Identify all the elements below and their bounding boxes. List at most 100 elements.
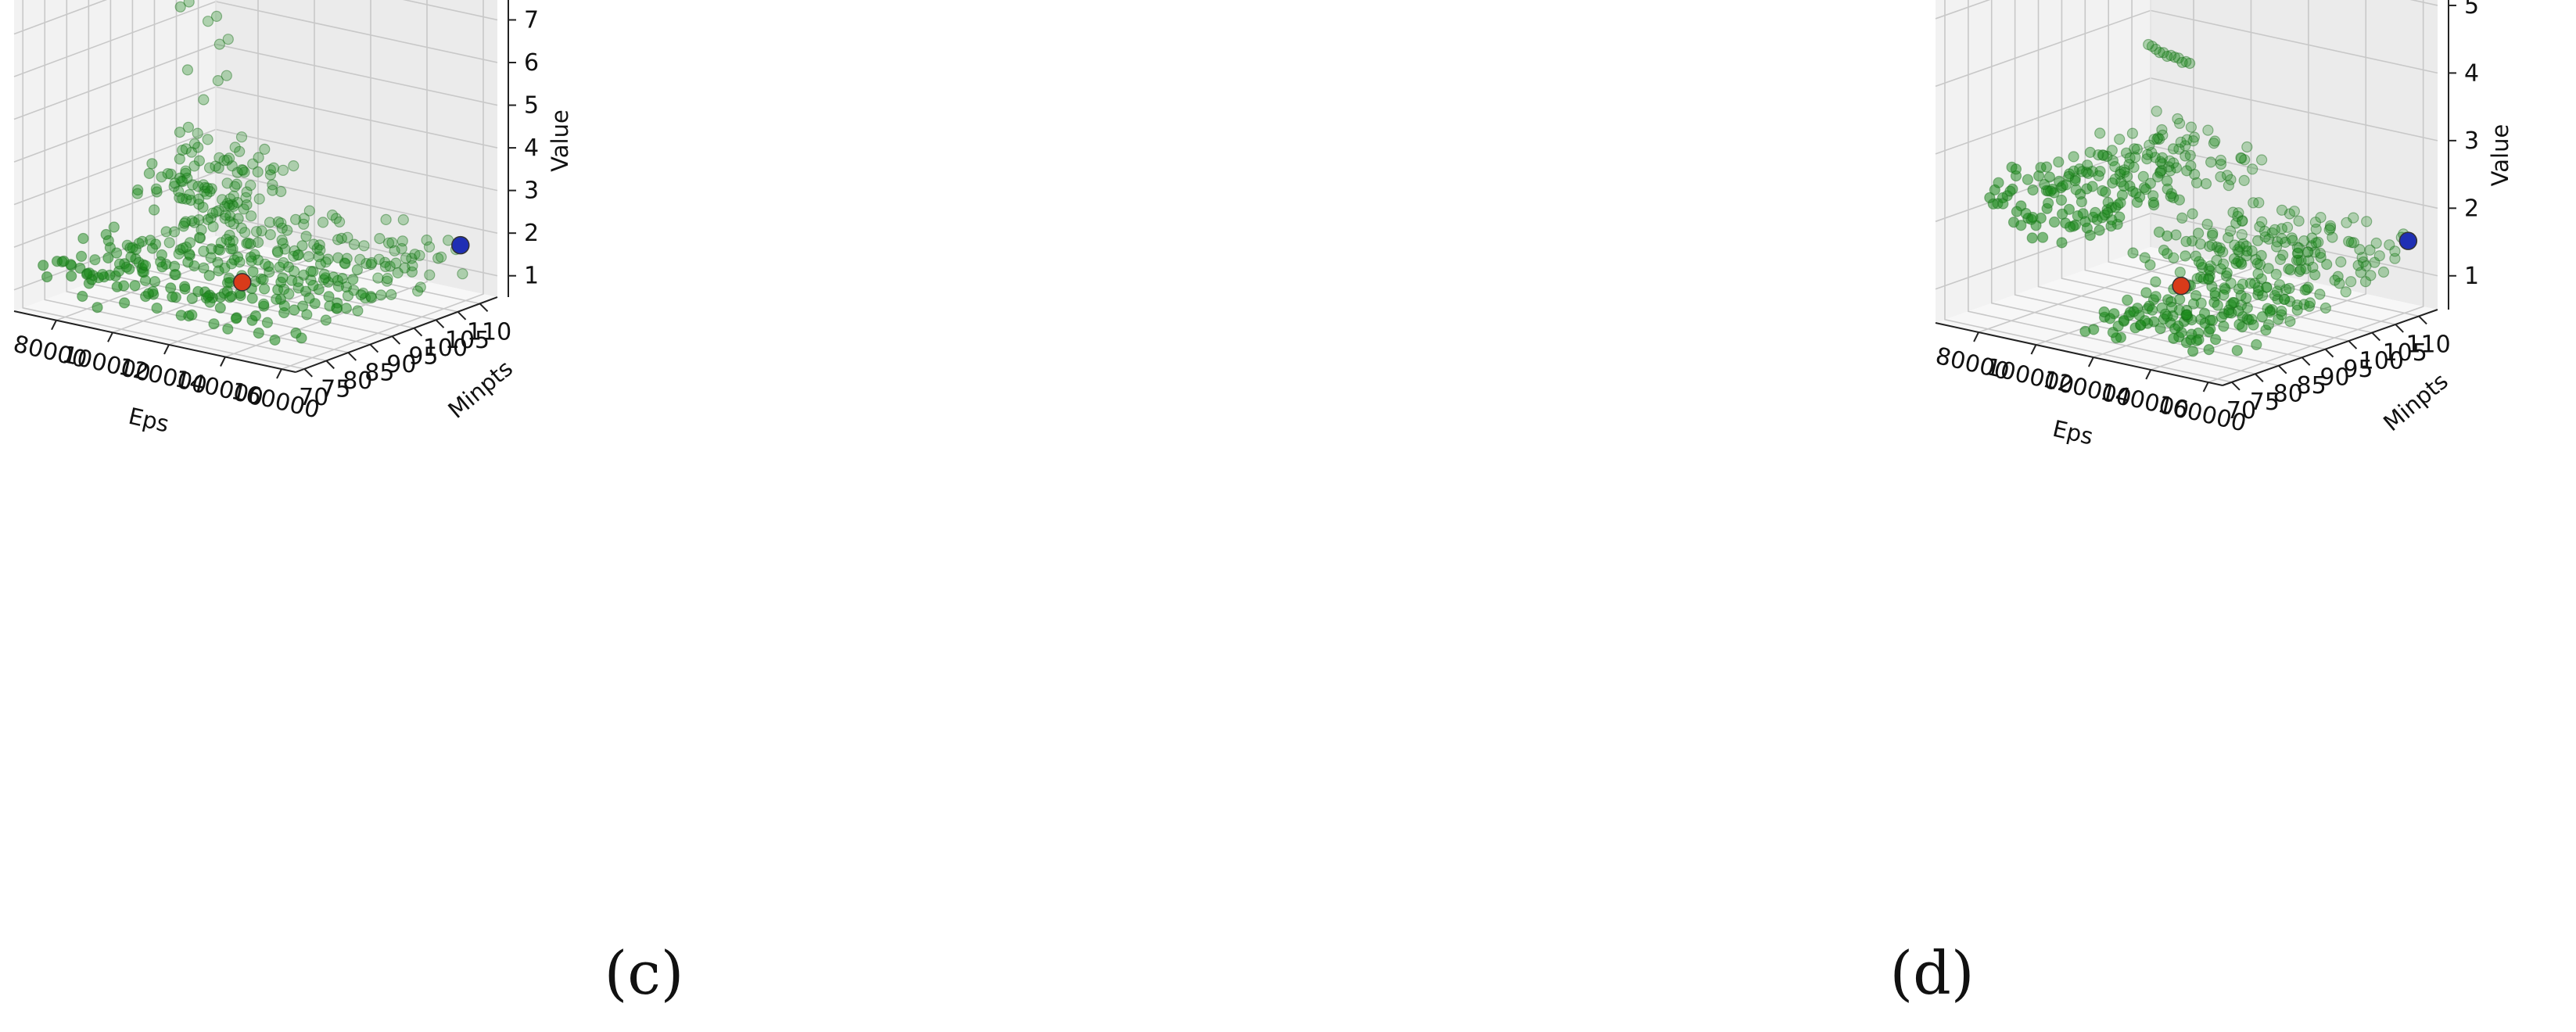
- data-point: [225, 243, 237, 255]
- grid-x: [2208, 0, 2424, 383]
- data-point: [2218, 289, 2230, 301]
- data-point: [307, 266, 319, 278]
- data-point: [2109, 202, 2122, 213]
- data-point: [102, 235, 114, 246]
- y-axis-label: Minpts: [443, 355, 518, 424]
- data-point: [2040, 185, 2052, 196]
- data-point: [360, 292, 371, 304]
- y-tick-mark: [2324, 348, 2334, 358]
- data-point: [226, 258, 238, 270]
- data-point: [2107, 177, 2119, 189]
- data-point: [2099, 210, 2111, 221]
- y-axis-line: [295, 296, 498, 373]
- data-point: [203, 162, 216, 174]
- data-point: [2187, 135, 2199, 147]
- data-point: [347, 274, 359, 285]
- data-point: [2217, 246, 2229, 258]
- data-point: [2200, 177, 2212, 190]
- data-point: [2148, 199, 2160, 211]
- data-point: [2266, 227, 2278, 238]
- data-point: [174, 127, 185, 138]
- data-point: [2143, 38, 2154, 51]
- data-point: [2084, 146, 2096, 158]
- data-point: [2218, 308, 2230, 320]
- data-point: [2137, 170, 2149, 182]
- data-point: [224, 152, 235, 164]
- data-point: [180, 167, 192, 179]
- data-point: [224, 236, 235, 248]
- data-point: [2255, 154, 2268, 166]
- y-tick-label: 100: [2359, 348, 2404, 375]
- data-point: [2307, 261, 2319, 273]
- data-point: [163, 237, 175, 249]
- data-point: [249, 275, 261, 288]
- data-point: [2252, 281, 2264, 293]
- data-point: [264, 164, 276, 176]
- data-point: [2243, 314, 2255, 326]
- data-point: [185, 146, 198, 158]
- z-tick-label: 6: [524, 49, 539, 77]
- data-point: [374, 233, 386, 245]
- data-point: [2238, 174, 2250, 186]
- grid-x: [112, 0, 315, 334]
- y-tick-label: 80: [2273, 381, 2303, 408]
- data-point: [2140, 287, 2152, 299]
- data-point: [2162, 310, 2173, 322]
- data-point: [170, 269, 181, 281]
- data-point: [2203, 274, 2215, 285]
- data-point: [221, 234, 232, 245]
- data-point: [2232, 256, 2244, 267]
- data-point: [221, 177, 233, 189]
- data-point: [181, 241, 192, 253]
- data-point: [352, 305, 364, 317]
- data-point: [2241, 313, 2253, 324]
- data-point: [2124, 181, 2136, 192]
- data-point: [111, 247, 123, 259]
- data-point: [180, 165, 192, 177]
- data-point: [227, 235, 239, 247]
- data-point: [2082, 167, 2094, 179]
- data-point: [2237, 311, 2248, 323]
- data-point: [292, 249, 303, 261]
- data-point: [222, 34, 234, 45]
- data-point: [2292, 247, 2304, 259]
- data-point: [2146, 304, 2158, 316]
- data-point: [2324, 220, 2337, 231]
- data-point: [2271, 236, 2284, 248]
- data-point: [2247, 163, 2258, 175]
- data-point: [2215, 158, 2227, 170]
- data-point: [2215, 154, 2226, 167]
- data-point: [213, 243, 224, 255]
- pane-edges: [2150, 0, 2151, 247]
- y-tick-mark: [325, 360, 335, 370]
- data-point: [212, 256, 224, 268]
- data-point: [2040, 161, 2053, 173]
- data-point: [2305, 240, 2318, 252]
- data-point: [2133, 191, 2146, 203]
- data-point: [2180, 140, 2191, 152]
- data-point: [2315, 212, 2327, 224]
- data-point: [2237, 278, 2248, 290]
- data-point: [298, 269, 310, 281]
- data-point: [224, 199, 235, 211]
- data-point: [2335, 256, 2347, 268]
- data-point: [2101, 150, 2113, 162]
- y-tick-mark: [2395, 324, 2404, 333]
- data-point: [2130, 188, 2142, 199]
- data-point: [2209, 290, 2221, 302]
- data-point: [2154, 323, 2166, 335]
- y-tick-mark: [2255, 373, 2264, 382]
- caption-d: (d): [1889, 938, 1975, 1008]
- z-tick-label: 2: [524, 220, 539, 247]
- data-point: [2223, 306, 2235, 319]
- data-point: [2284, 316, 2296, 328]
- data-point: [277, 272, 289, 284]
- data-point: [296, 240, 308, 252]
- data-point: [235, 222, 247, 234]
- data-point: [384, 260, 396, 272]
- data-point: [2288, 206, 2301, 217]
- data-point: [2032, 170, 2045, 182]
- data-point: [2269, 224, 2281, 235]
- data-point: [104, 242, 116, 253]
- data-point: [100, 228, 112, 241]
